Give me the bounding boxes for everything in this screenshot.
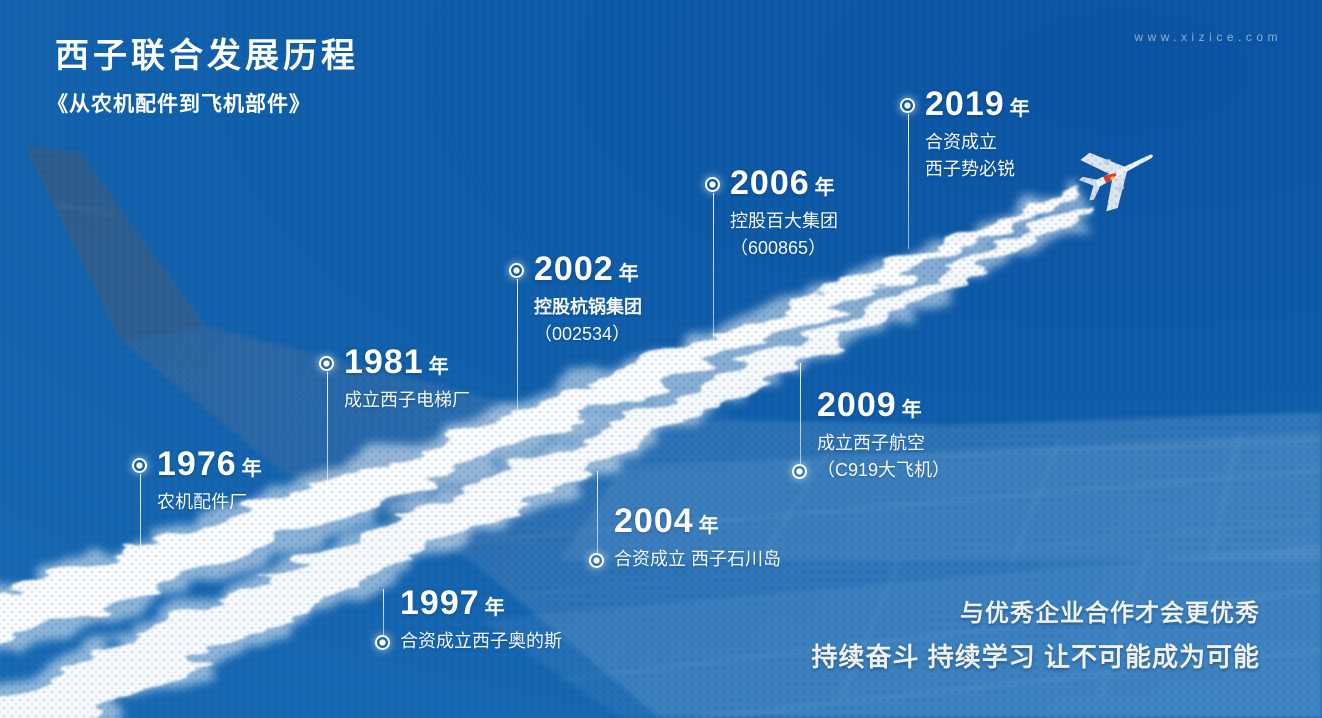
event-year-suffix: 年 (901, 399, 922, 421)
timeline-marker-icon (900, 98, 915, 113)
event-year-suffix: 年 (1009, 98, 1030, 120)
event-desc: 合资成立西子奥的斯 (400, 631, 562, 651)
event-year-suffix: 年 (484, 597, 505, 619)
contrail-right (0, 203, 1090, 718)
slogan-block: 与优秀企业合作才会更优秀 持续奋斗 持续学习 让不可能成为可能 (812, 598, 1260, 674)
event-year-suffix: 年 (428, 356, 449, 378)
slogan-line-2: 持续奋斗 持续学习 让不可能成为可能 (811, 642, 1260, 672)
event-year: 2006 (730, 164, 810, 202)
page-title: 西子联合发展历程 (55, 37, 359, 75)
timeline-marker-icon (509, 263, 524, 278)
wing-panel-lines (57, 204, 1322, 718)
event-year: 2002 (534, 250, 614, 288)
event-desc: 合资成立 (925, 132, 997, 152)
connector-line (139, 474, 141, 596)
timeline-marker-icon (132, 458, 147, 473)
event-desc: 合资成立 西子石川岛 (614, 549, 782, 569)
page-subtitle: 《从农机配件到飞机部件》 (47, 93, 311, 116)
event-desc-code: （600865） (730, 238, 827, 258)
event-desc: 控股杭锅集团 (534, 297, 642, 317)
event-year: 2009 (817, 386, 897, 424)
connector-line (712, 193, 714, 339)
contrail-left (0, 188, 1082, 644)
connector-line (382, 589, 384, 635)
timeline-marker-icon (792, 464, 807, 479)
connector-line (907, 114, 909, 249)
connector-line (326, 372, 328, 501)
airplane-icon (1078, 152, 1153, 212)
timeline-marker-icon (589, 553, 604, 568)
timeline-marker-icon (319, 356, 334, 371)
event-year-suffix: 年 (618, 263, 639, 285)
event-desc: 成立西子电梯厂 (344, 390, 470, 410)
connector-line (596, 471, 598, 553)
contrails (0, 188, 1090, 718)
event-year: 1997 (400, 584, 480, 622)
header: 西子联合发展历程 《从农机配件到飞机部件》 (47, 34, 359, 118)
event-year-suffix: 年 (698, 515, 719, 537)
event-year: 1976 (157, 445, 237, 483)
event-desc: 控股百大集团 (730, 211, 838, 231)
event-desc: 西子势必锐 (925, 159, 1015, 179)
event-year-suffix: 年 (814, 177, 835, 199)
event-year-suffix: 年 (241, 458, 262, 480)
event-year: 2019 (925, 85, 1005, 123)
event-desc-code: （C919大飞机） (817, 460, 951, 480)
event-year: 1981 (344, 343, 424, 381)
timeline-marker-icon (705, 177, 720, 192)
winglet-silhouette (27, 146, 205, 341)
website-url: www.xizice.com (1134, 30, 1282, 44)
connector-line (516, 279, 518, 419)
event-desc: 农机配件厂 (157, 492, 247, 512)
timeline-marker-icon (375, 635, 390, 650)
event-year: 2004 (614, 502, 694, 540)
slogan-line-1: 与优秀企业合作才会更优秀 (960, 600, 1260, 627)
event-desc: 成立西子航空 (817, 433, 925, 453)
event-desc-code: （002534） (534, 324, 631, 344)
connector-line (799, 363, 801, 464)
